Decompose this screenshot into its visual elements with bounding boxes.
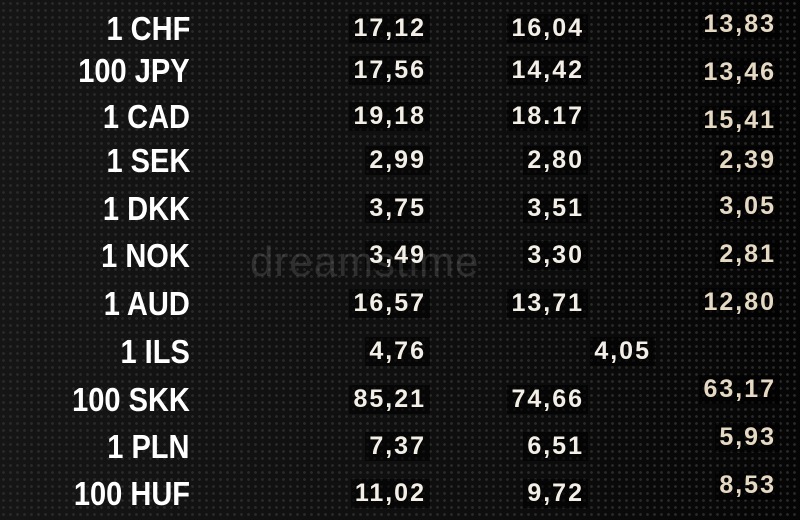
rate-value-1: 2,99 bbox=[365, 146, 430, 175]
rate-value-2: 18.17 bbox=[507, 102, 588, 131]
rate-row: 1 CHF 17,12 16,04 13,83 bbox=[0, 6, 800, 52]
currency-label: 1 CHF bbox=[106, 10, 190, 47]
currency-label: 1 NOK bbox=[101, 237, 190, 274]
rate-value-1: 17,12 bbox=[349, 14, 430, 43]
rate-value-3: 2,81 bbox=[715, 240, 780, 269]
rate-value-1: 17,56 bbox=[349, 56, 430, 85]
rate-value-1: 3,75 bbox=[365, 194, 430, 223]
rate-value-3: 8,53 bbox=[715, 471, 780, 500]
currency-label: 1 ILS bbox=[120, 333, 190, 370]
rate-row: 100 SKK 85,21 74,66 63,17 bbox=[0, 375, 800, 423]
currency-label: 1 DKK bbox=[102, 190, 190, 227]
rate-value-1: 4,76 bbox=[365, 337, 430, 366]
currency-label: 100 SKK bbox=[72, 381, 190, 418]
currency-label: 100 JPY bbox=[78, 52, 190, 89]
rate-value-1: 11,02 bbox=[350, 479, 430, 508]
rate-row: 1 CAD 19,18 18.17 15,41 bbox=[0, 94, 800, 140]
rate-value-2: 14,42 bbox=[507, 56, 588, 85]
currency-label: 100 HUF bbox=[73, 475, 190, 512]
rate-row: 100 JPY 17,56 14,42 13,46 bbox=[0, 48, 800, 94]
rate-value-2: 3,30 bbox=[523, 241, 588, 270]
rate-row: 1 AUD 16,57 13,71 12,80 bbox=[0, 281, 800, 327]
rate-value-3: 15,41 bbox=[699, 106, 780, 135]
rate-value-2: 3,51 bbox=[523, 194, 588, 223]
rate-value-1: 19,18 bbox=[349, 102, 430, 131]
rate-value-3: 13,83 bbox=[699, 10, 780, 39]
currency-label: 1 PLN bbox=[107, 428, 190, 465]
rate-value-2: 13,71 bbox=[507, 289, 588, 318]
rate-value-3: 13,46 bbox=[699, 58, 780, 87]
rate-value-2: 4,05 bbox=[590, 337, 655, 366]
rate-row: 1 PLN 7,37 6,51 5,93 bbox=[0, 423, 800, 470]
rate-value-2: 9,72 bbox=[523, 479, 588, 508]
currency-label: 1 AUD bbox=[103, 285, 190, 322]
rate-value-3: 5,93 bbox=[715, 423, 780, 452]
rate-value-3: 63,17 bbox=[699, 375, 780, 404]
rate-value-1: 85,21 bbox=[349, 385, 430, 414]
rate-value-2: 16,04 bbox=[507, 14, 588, 43]
rate-row: 100 HUF 11,02 9,72 8,53 bbox=[0, 471, 800, 517]
rate-value-3: 2,39 bbox=[715, 146, 780, 175]
rate-value-1: 16,57 bbox=[349, 289, 430, 318]
rate-value-2: 6,51 bbox=[523, 432, 588, 461]
rate-row: 1 NOK 3,49 3,30 2,81 bbox=[0, 233, 800, 279]
rate-value-3: 12,80 bbox=[699, 288, 780, 317]
rate-row: 1 ILS 4,76 4,05 bbox=[0, 329, 800, 375]
rate-value-2: 2,80 bbox=[523, 146, 588, 175]
rate-value-1: 3,49 bbox=[365, 241, 430, 270]
rate-row: 1 SEK 2,99 2,80 2,39 bbox=[0, 138, 800, 184]
rate-value-1: 7,37 bbox=[365, 432, 430, 461]
rate-row: 1 DKK 3,75 3,51 3,05 bbox=[0, 186, 800, 232]
rate-value-2: 74,66 bbox=[507, 385, 588, 414]
currency-label: 1 SEK bbox=[106, 142, 190, 179]
rate-value-3: 3,05 bbox=[715, 192, 780, 221]
currency-label: 1 CAD bbox=[102, 98, 190, 135]
watermark: dreamstime bbox=[250, 238, 480, 285]
